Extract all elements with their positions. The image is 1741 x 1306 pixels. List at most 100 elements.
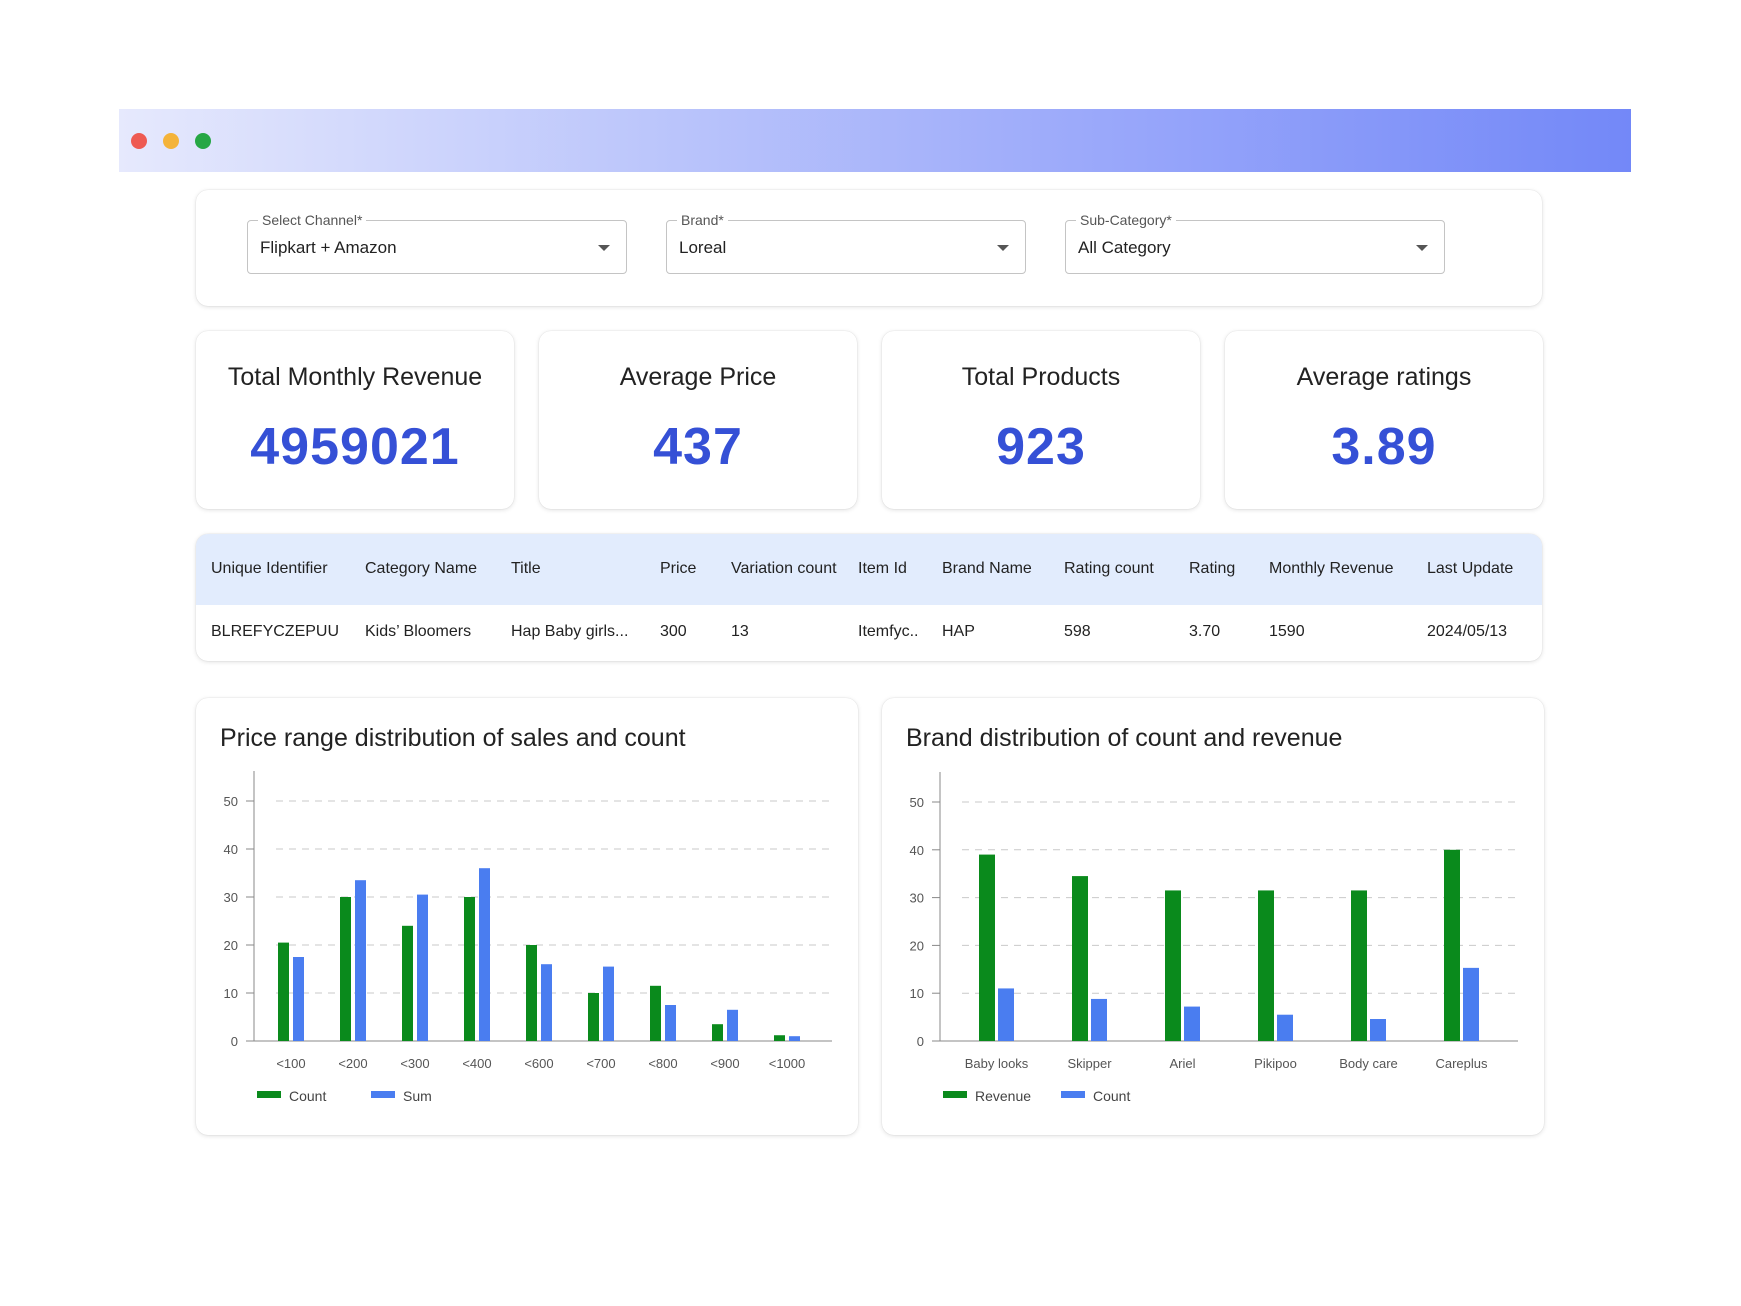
- y-tick-label: 0: [917, 1034, 924, 1049]
- maximize-window-icon[interactable]: [195, 133, 211, 149]
- bar-count: [526, 945, 537, 1041]
- bar-count: [650, 985, 661, 1041]
- legend-swatch-count: [1061, 1091, 1085, 1098]
- table-cell: 3.70: [1189, 623, 1221, 640]
- chart-title: Brand distribution of count and revenue: [906, 724, 1343, 752]
- table-cell: 2024/05/13: [1427, 623, 1508, 640]
- bar-count: [1091, 998, 1107, 1041]
- column-header-item-id[interactable]: Item Id: [858, 560, 907, 577]
- kpi-card-average-price: Average Price 437: [539, 331, 857, 509]
- legend-label: Sum: [403, 1088, 432, 1104]
- y-tick-label: 50: [910, 795, 924, 810]
- x-tick-label: <1000: [769, 1056, 806, 1071]
- kpi-label: Total Monthly Revenue: [227, 363, 483, 391]
- subcategory-select[interactable]: Sub-Category* All Category: [1065, 212, 1445, 274]
- bar-count: [402, 925, 413, 1041]
- x-tick-label: <700: [586, 1056, 615, 1071]
- bar-revenue: [1258, 890, 1274, 1041]
- column-header-title[interactable]: Title: [511, 560, 541, 577]
- column-header-monthly-revenue[interactable]: Monthly Revenue: [1269, 560, 1394, 577]
- minimize-window-icon[interactable]: [163, 133, 179, 149]
- channel-select[interactable]: Select Channel* Flipkart + Amazon: [247, 212, 627, 274]
- bar-count: [464, 897, 475, 1041]
- bar-revenue: [979, 854, 995, 1041]
- table-cell: 1590: [1269, 623, 1305, 640]
- column-header-category-name[interactable]: Category Name: [365, 560, 478, 577]
- bar-count: [340, 897, 351, 1041]
- bar-count: [1277, 1014, 1293, 1041]
- bar-count: [1370, 1019, 1386, 1041]
- legend-swatch-revenue: [943, 1091, 967, 1098]
- x-tick-label: Baby looks: [965, 1056, 1029, 1071]
- filter-panel: Select Channel* Flipkart + Amazon Brand*…: [196, 190, 1542, 306]
- column-header-unique-identifier[interactable]: Unique Identifier: [211, 560, 328, 577]
- table-cell: BLREFYCZEPUU: [211, 623, 340, 640]
- y-tick-label: 10: [224, 986, 238, 1001]
- legend-label: Revenue: [975, 1088, 1031, 1104]
- kpi-label: Average Price: [619, 363, 777, 391]
- table-header: Unique Identifier Category Name Title Pr…: [196, 534, 1542, 605]
- products-table: Unique Identifier Category Name Title Pr…: [196, 534, 1542, 661]
- x-tick-label: Skipper: [1067, 1056, 1112, 1071]
- channel-select-label: Select Channel*: [258, 212, 367, 228]
- table-cell: 13: [731, 623, 749, 640]
- bar-count: [1184, 1006, 1200, 1041]
- price-range-chart-card: Price range distribution of sales and co…: [196, 698, 858, 1135]
- brand-select-label: Brand*: [677, 212, 728, 228]
- kpi-card-average-ratings: Average ratings 3.89: [1225, 331, 1543, 509]
- bar-count: [774, 1035, 785, 1041]
- window-title-bar: [119, 109, 1631, 172]
- kpi-card-total-monthly-revenue: Total Monthly Revenue 4959021: [196, 331, 514, 509]
- bar-sum: [355, 880, 366, 1041]
- bar-count: [588, 993, 599, 1041]
- kpi-value: 4959021: [250, 418, 460, 476]
- bar-sum: [541, 964, 552, 1041]
- price-range-bar-chart: 0 10 20 30 40 50 <100 <200 <300 <400 <600 <700 <800 <…: [224, 771, 832, 1104]
- column-header-last-update[interactable]: Last Update: [1427, 560, 1514, 577]
- x-tick-label: <200: [338, 1056, 367, 1071]
- y-tick-label: 20: [224, 938, 238, 953]
- bar-revenue: [1165, 890, 1181, 1041]
- y-tick-label: 30: [910, 891, 924, 906]
- column-header-rating[interactable]: Rating: [1189, 560, 1236, 577]
- brand-distribution-bar-chart: 0 10 20 30 40 50 Baby looks Skipper Ariel Pikipoo…: [910, 772, 1518, 1104]
- x-tick-label: Pikipoo: [1254, 1056, 1297, 1071]
- brand-select-value: Loreal: [679, 238, 727, 257]
- subcategory-select-label: Sub-Category*: [1076, 212, 1176, 228]
- x-tick-label: <400: [462, 1056, 491, 1071]
- bar-revenue: [1444, 849, 1460, 1041]
- table-cell: Hap Baby girls...: [511, 623, 629, 640]
- close-window-icon[interactable]: [131, 133, 147, 149]
- y-tick-label: 0: [231, 1034, 238, 1049]
- table-cell: 300: [660, 623, 687, 640]
- y-tick-label: 40: [910, 843, 924, 858]
- chevron-down-icon: [997, 245, 1009, 251]
- bar-count: [278, 942, 289, 1041]
- bar-revenue: [1072, 876, 1088, 1041]
- kpi-value: 3.89: [1331, 418, 1437, 476]
- brand-select[interactable]: Brand* Loreal: [666, 212, 1026, 274]
- kpi-label: Average ratings: [1296, 363, 1472, 391]
- bar-sum: [727, 1009, 738, 1041]
- bar-revenue: [1351, 890, 1367, 1041]
- x-tick-label: <100: [276, 1056, 305, 1071]
- column-header-variation-count[interactable]: Variation count: [731, 560, 837, 577]
- column-header-brand-name[interactable]: Brand Name: [942, 560, 1032, 577]
- chart-title: Price range distribution of sales and co…: [220, 724, 686, 752]
- y-tick-label: 50: [224, 794, 238, 809]
- legend-label: Count: [289, 1088, 326, 1104]
- x-tick-label: <600: [524, 1056, 553, 1071]
- bar-sum: [479, 868, 490, 1041]
- x-tick-label: Careplus: [1435, 1056, 1488, 1071]
- bar-sum: [293, 957, 304, 1041]
- x-tick-label: <900: [710, 1056, 739, 1071]
- kpi-label: Total Products: [961, 363, 1121, 391]
- table-cell: HAP: [942, 623, 975, 640]
- x-tick-label: <300: [400, 1056, 429, 1071]
- y-tick-label: 40: [224, 842, 238, 857]
- column-header-rating-count[interactable]: Rating count: [1064, 560, 1154, 577]
- x-tick-label: Body care: [1339, 1056, 1398, 1071]
- x-tick-label: <800: [648, 1056, 677, 1071]
- column-header-price[interactable]: Price: [660, 560, 697, 577]
- subcategory-select-value: All Category: [1078, 238, 1171, 257]
